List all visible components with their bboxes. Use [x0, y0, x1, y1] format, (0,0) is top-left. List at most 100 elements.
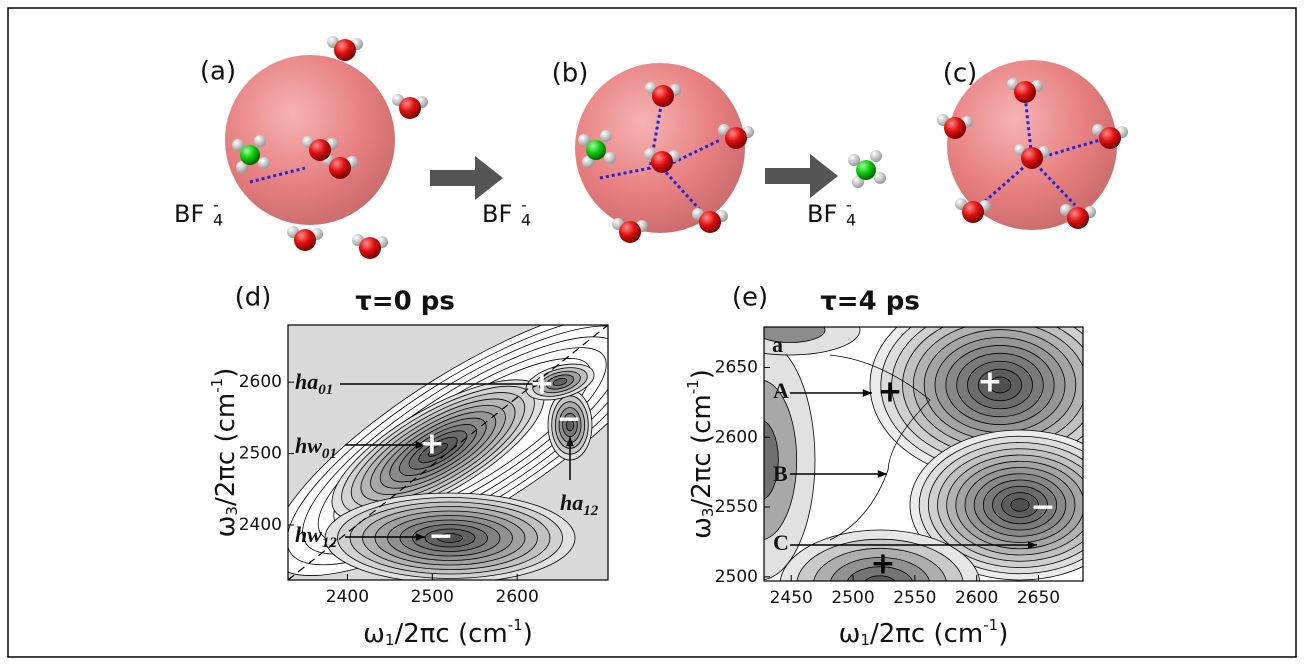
- x-tick-label: 2600: [955, 588, 998, 608]
- contour-line: [764, 380, 798, 540]
- arrow-head: [862, 389, 872, 397]
- axis-label-part: ): [998, 619, 1008, 649]
- y-axis-label: ω3/2πc (cm-1): [208, 368, 241, 538]
- contour-line: [829, 354, 931, 541]
- annotation: a: [772, 332, 783, 357]
- sign-marker: +: [419, 427, 444, 462]
- oxygen-atom: [944, 117, 966, 139]
- x-tick-label: 2650: [1017, 588, 1060, 608]
- y-tick-label: 2650: [715, 357, 758, 377]
- oxygen-atom: [359, 237, 381, 259]
- positive-contour: [864, 575, 896, 581]
- arrow: [765, 154, 838, 198]
- plot-frame: [763, 326, 1084, 582]
- oxygen-atom: [309, 139, 331, 161]
- ion-sup: -: [213, 196, 219, 215]
- annotation-base: ha: [560, 490, 583, 515]
- ion-sub: 4: [213, 211, 223, 230]
- annotation-base: hw: [295, 433, 322, 458]
- annotation: A: [773, 378, 789, 403]
- plot-title: τ=4 ps: [820, 287, 920, 317]
- annotation-sub: 12: [583, 503, 599, 519]
- sign-marker: +: [877, 375, 902, 410]
- x-axis-label: ω1/2πc (cm-1): [839, 616, 1009, 649]
- solvation-sphere: [947, 60, 1117, 230]
- oxygen-atom: [334, 39, 356, 61]
- hydrogen-atom: [578, 134, 590, 146]
- oxygen-atom: [651, 151, 673, 173]
- hydrogen-atom: [604, 152, 616, 164]
- sign-marker: −: [428, 519, 453, 554]
- hydrogen-atom: [870, 150, 882, 162]
- axis-label-part: ω: [839, 619, 861, 649]
- hydrogen-atom: [852, 176, 864, 188]
- panel-label: (e): [732, 283, 768, 313]
- annotation: ha12: [560, 490, 599, 519]
- x-axis-label: ω1/2πc (cm-1): [363, 616, 533, 649]
- axis-label-part: 1: [385, 631, 395, 649]
- ion-sup: -: [846, 196, 852, 215]
- annotation-base: ha: [295, 369, 318, 394]
- positive-contour: [552, 378, 568, 386]
- axis-label-part: ): [523, 619, 533, 649]
- annotation: hw01: [295, 433, 337, 462]
- arrow-head: [566, 437, 574, 447]
- contour-line: [317, 336, 608, 544]
- oxygen-atom: [1021, 147, 1043, 169]
- panel-label: (b): [552, 59, 589, 89]
- annotation: C: [773, 530, 789, 555]
- x-tick-label: 2550: [893, 588, 936, 608]
- hydrogen-atom: [582, 156, 594, 168]
- oxygen-atom: [652, 85, 674, 107]
- contour-line: [288, 325, 608, 566]
- axis-label-part: ω: [211, 516, 241, 538]
- axis-label-part: ω: [687, 517, 717, 539]
- diagonal: [288, 325, 608, 580]
- axis-label-part: /2πc (cm: [394, 619, 507, 649]
- contour-line: [302, 325, 608, 555]
- oxygen-atom: [619, 221, 641, 243]
- ion-sup: -: [521, 196, 527, 215]
- y-axis-label: ω3/2πc (cm-1): [684, 369, 717, 539]
- y-tick-label: 2400: [239, 515, 282, 535]
- oxygen-atom: [725, 127, 747, 149]
- ion-base: BF: [174, 200, 204, 228]
- y-tick-label: 2500: [239, 444, 282, 464]
- oxygen-atom: [699, 211, 721, 233]
- annotation: B: [773, 461, 788, 486]
- hydrogen-atom: [258, 157, 270, 169]
- negative-contour: [1010, 498, 1030, 512]
- hydrogen-atom: [236, 161, 248, 173]
- x-tick-label: 2500: [831, 588, 874, 608]
- sign-marker: −: [556, 402, 581, 437]
- axis-label-part: -1: [208, 378, 226, 393]
- panel-label: (c): [943, 59, 978, 89]
- axis-label-part: -1: [508, 616, 523, 634]
- x-tick-label: 2500: [411, 587, 454, 607]
- y-tick-label: 2600: [715, 427, 758, 447]
- annotation: hw12: [295, 522, 337, 551]
- arrow-head: [1027, 541, 1037, 549]
- sign-marker: −: [1030, 490, 1055, 525]
- axis-label-part: /2πc (cm: [870, 619, 983, 649]
- arrow-head: [532, 380, 542, 388]
- hydrogen-atom: [600, 130, 612, 142]
- y-tick-label: 2600: [239, 372, 282, 392]
- axis-label-part: 3: [699, 508, 717, 518]
- oxygen-atom: [329, 157, 351, 179]
- annotation-base: A: [773, 378, 789, 403]
- hydrogen-atom: [254, 135, 266, 147]
- boron-atom: [856, 160, 876, 180]
- boron-atom: [586, 140, 606, 160]
- boron-atom: [240, 145, 260, 165]
- contour-line: [764, 327, 826, 343]
- plot-title: τ=0 ps: [355, 287, 455, 317]
- annotation-base: C: [773, 530, 789, 555]
- hydrogen-atom: [848, 154, 860, 166]
- oxygen-atom: [1099, 127, 1121, 149]
- solvation-sphere: [575, 63, 745, 233]
- x-tick-label: 2600: [496, 587, 539, 607]
- ion-base: BF: [807, 200, 837, 228]
- negative-contour: [437, 533, 463, 543]
